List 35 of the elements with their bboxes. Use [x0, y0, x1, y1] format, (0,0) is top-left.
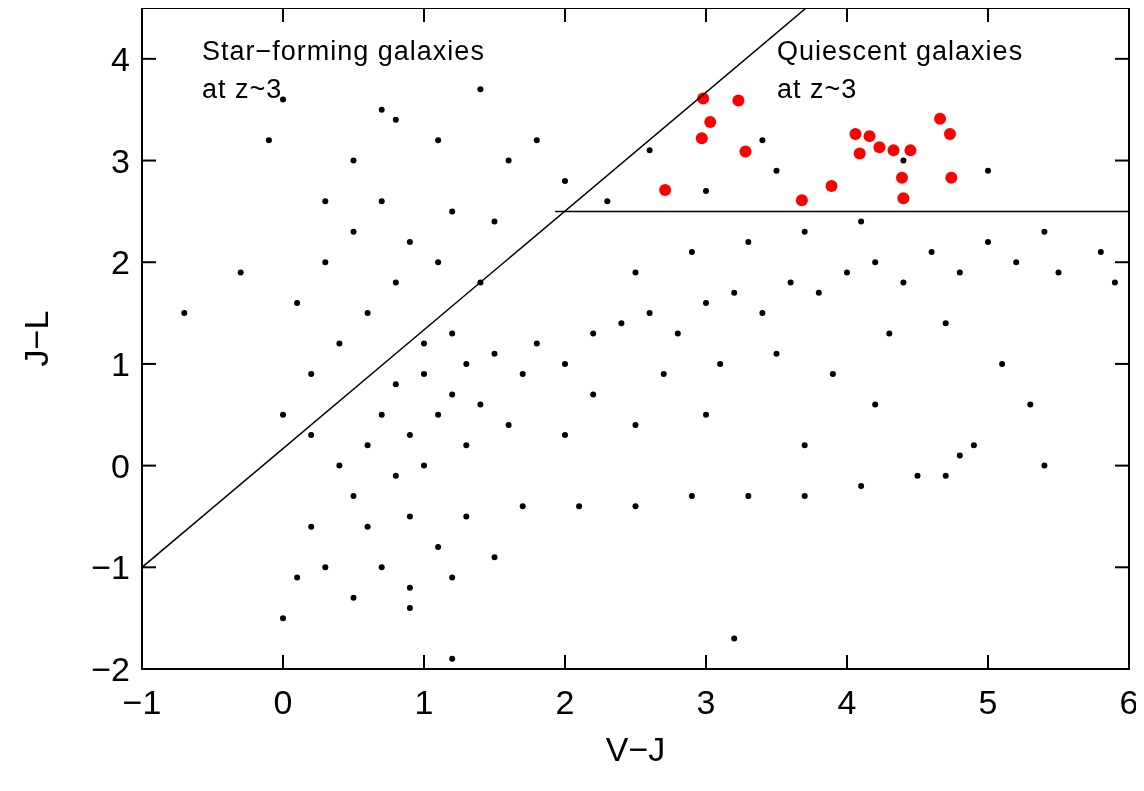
point: [895, 171, 908, 184]
point: [897, 192, 910, 205]
y-tick-label: 2: [111, 243, 130, 282]
y-tick-label: 1: [111, 344, 130, 383]
point: [945, 171, 958, 184]
annotation: Quiescent galaxies at z~3: [777, 36, 1024, 104]
point: [695, 132, 708, 145]
point: [795, 194, 808, 207]
point: [873, 141, 886, 154]
point: [704, 115, 717, 128]
x-tick-label: 4: [837, 683, 857, 721]
y-tick-label: 4: [111, 39, 130, 78]
y-tick-label: 0: [111, 446, 130, 485]
point: [659, 184, 672, 197]
point: [943, 128, 956, 141]
point: [863, 130, 876, 143]
y-tick-label: −2: [91, 650, 130, 688]
annotation: Star−forming galaxies at z~3: [202, 36, 485, 104]
point: [934, 112, 947, 125]
point: [825, 179, 838, 192]
point: [853, 147, 866, 160]
x-tick-label: 3: [696, 683, 716, 721]
y-tick-label: 3: [111, 141, 130, 180]
x-tick-label: 0: [273, 683, 293, 721]
point: [849, 128, 862, 141]
point: [904, 144, 917, 157]
x-tick-label: 2: [555, 683, 575, 721]
y-axis-title: J−L: [17, 310, 55, 367]
point: [887, 144, 900, 157]
x-axis-title: V−J: [605, 730, 666, 768]
point: [732, 94, 745, 107]
x-tick-label: 1: [414, 683, 434, 721]
x-tick-label: 5: [978, 683, 998, 721]
point: [739, 145, 752, 158]
y-tick-label: −1: [91, 548, 130, 587]
